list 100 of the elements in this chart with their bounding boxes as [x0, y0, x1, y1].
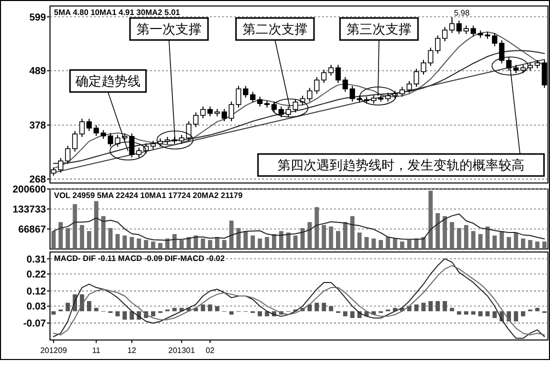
y-tick-label: 489: [29, 66, 46, 78]
candlestick: [449, 16, 455, 34]
bar: [250, 236, 255, 249]
bar: [528, 240, 532, 249]
x-tick-label: 12: [127, 346, 137, 355]
annotation: 5.98: [454, 8, 470, 18]
bar: [179, 240, 184, 249]
bar: [208, 304, 212, 312]
bar: [122, 236, 127, 249]
bar: [229, 311, 234, 315]
candlestick: [207, 106, 213, 117]
bar: [151, 242, 156, 249]
bar: [492, 311, 497, 318]
x-tick-label: 201209: [40, 346, 68, 355]
bar: [357, 232, 362, 249]
annotation: 第二次支撑: [242, 22, 308, 36]
candlestick: [200, 106, 206, 119]
x-tick-label: 02: [206, 346, 216, 355]
y-tick-label: 200600: [12, 184, 46, 196]
bar: [115, 234, 120, 249]
y-tick-label: 0.03: [26, 302, 46, 313]
bar: [514, 232, 518, 249]
bar: [372, 238, 376, 249]
bar: [464, 311, 468, 315]
bar: [130, 237, 134, 249]
bar: [478, 234, 483, 249]
line-series: [53, 214, 545, 241]
annotation: MACD- DIF -0.11 MACD -0.09 DIF-MACD -0.02: [54, 254, 226, 263]
bar: [456, 311, 462, 315]
y-tick-label: 0.31: [26, 254, 46, 266]
bar: [86, 301, 92, 312]
bar: [328, 306, 334, 312]
bar: [314, 302, 319, 312]
annotation: 确定趋势线: [74, 74, 140, 88]
bar: [144, 240, 148, 249]
bar: [506, 237, 512, 249]
annotation: 第四次遇到趋势线时，发生变轨的概率较高: [278, 158, 524, 172]
bar: [478, 311, 483, 316]
y-tick-label: -0.07: [23, 318, 46, 330]
bar: [222, 240, 226, 249]
candlestick: [136, 147, 142, 158]
y-tick-label: 0.22: [26, 270, 46, 280]
bar: [286, 232, 290, 249]
bar: [130, 311, 134, 320]
y-tick-label: 133733: [12, 204, 46, 216]
annotation: 第一次支撑: [136, 22, 202, 36]
bar: [514, 311, 518, 322]
bar: [293, 236, 298, 249]
bar: [542, 242, 547, 249]
bar: [442, 301, 447, 312]
bar: [215, 306, 220, 312]
bar: [94, 308, 98, 312]
y-tick-label: 378: [29, 120, 46, 132]
candlestick: [79, 118, 85, 138]
candlestick: [456, 20, 462, 34]
bar: [151, 311, 156, 316]
bar: [492, 236, 497, 249]
annotation: 5MA 4.80 10MA1 4.91 30MA2 5.01: [54, 8, 181, 17]
x-tick-label: 201301: [168, 346, 196, 355]
candlestick: [328, 64, 334, 76]
bar: [471, 311, 476, 315]
bar: [200, 304, 206, 312]
y-tick-label: 268: [29, 174, 46, 186]
x-tick-label: 11: [92, 346, 101, 355]
bar: [364, 237, 369, 249]
bar: [428, 301, 433, 312]
bar: [535, 308, 540, 312]
bar: [520, 311, 526, 316]
y-tick-label: 66867: [18, 224, 46, 236]
candlestick: [108, 132, 114, 148]
bar: [115, 311, 120, 316]
bar: [343, 311, 348, 316]
candlestick: [292, 98, 298, 113]
bar: [350, 311, 354, 318]
bar: [407, 240, 412, 249]
bar: [136, 238, 142, 249]
bar: [264, 237, 270, 249]
bar: [51, 311, 56, 315]
bar: [258, 311, 262, 316]
bar: [194, 236, 198, 249]
bar: [392, 238, 398, 249]
bar: [520, 238, 526, 249]
bar: [66, 302, 70, 312]
bar: [215, 237, 220, 249]
bar: [122, 311, 127, 320]
bar: [378, 240, 383, 249]
y-tick-label: 0.12: [26, 286, 46, 298]
bar: [244, 231, 248, 249]
bar: [186, 237, 191, 249]
candlestick: [420, 59, 426, 76]
bar: [308, 304, 312, 312]
bar: [400, 242, 404, 249]
annotation: VOL 24959 5MA 22424 10MA1 17724 20MA2 21179: [54, 191, 244, 200]
annotation: 第三次支撑: [346, 22, 412, 36]
bar: [386, 237, 390, 249]
bar: [158, 243, 162, 249]
bar: [258, 238, 262, 249]
bar: [535, 242, 540, 249]
y-tick-label: 599: [29, 12, 46, 24]
candlestick: [236, 85, 242, 108]
